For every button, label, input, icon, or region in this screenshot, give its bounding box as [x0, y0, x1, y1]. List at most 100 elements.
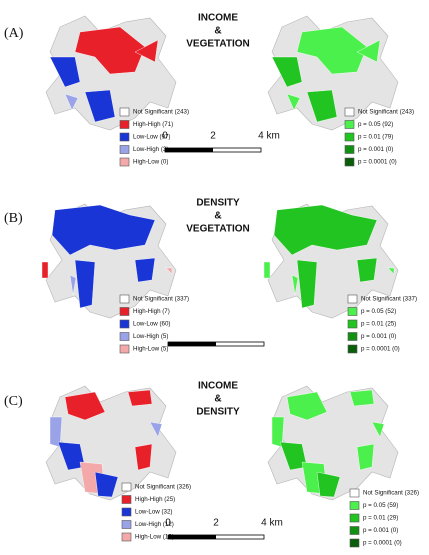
panel-title: DENSITY — [196, 198, 240, 209]
scale-label: 0 — [162, 131, 168, 142]
significance-map — [267, 385, 399, 501]
map-region — [356, 443, 375, 471]
map-region — [271, 56, 303, 88]
legend-label: p = 0.01 (29) — [363, 515, 398, 522]
legend-swatch — [119, 145, 130, 154]
panel-title: & — [214, 211, 221, 222]
legend-label: Low-Low (32) — [135, 509, 173, 516]
map-region — [134, 257, 156, 283]
legend-label: p = 0.0001 (0) — [361, 346, 400, 353]
panel-title: DENSITY — [196, 407, 240, 418]
legend-label: p = 0.001 (0) — [361, 333, 396, 340]
panel-title: & — [214, 394, 221, 405]
legend-label: High-High (7) — [133, 308, 170, 315]
panel-title: & — [214, 26, 221, 37]
map-region — [286, 93, 301, 111]
legend-label: p = 0.05 (52) — [361, 308, 396, 315]
panel-label: (A) — [4, 26, 24, 41]
legend-label: p = 0.05 (92) — [358, 121, 393, 128]
map-region — [94, 471, 119, 498]
scale-label: 0 — [165, 518, 171, 529]
panel-title: INCOME — [198, 13, 238, 24]
map-region — [316, 471, 341, 498]
map-region — [51, 204, 156, 256]
map-region — [273, 204, 378, 256]
legend-label: p = 0.001 (0) — [358, 146, 393, 153]
legend-label: Not Significant (326) — [135, 484, 191, 491]
map-region — [296, 259, 318, 309]
legend-swatch — [347, 319, 358, 329]
scale-label: 2 — [210, 131, 216, 142]
legend-label: High-Low (0) — [133, 159, 168, 166]
legend-swatch — [121, 532, 132, 542]
map-region — [134, 39, 159, 63]
legend-label: Not Significant (337) — [361, 296, 417, 303]
legend-label: p = 0.0001 (0) — [358, 159, 397, 166]
scale-label: 4 km — [261, 518, 283, 529]
map-region — [149, 421, 163, 438]
legend-label: Low-Low (60) — [133, 321, 171, 328]
cluster-map — [45, 15, 177, 131]
legend-swatch — [121, 482, 132, 492]
legend-swatch — [119, 307, 130, 316]
map-region — [64, 391, 106, 421]
legend-label: p = 0.01 (25) — [361, 321, 396, 328]
legend-swatch — [121, 495, 132, 504]
legend-label: Low-High (3) — [133, 146, 168, 153]
map-region — [127, 389, 153, 407]
legend-label: Not Significant (337) — [133, 296, 189, 303]
legend-swatch — [121, 507, 132, 517]
legend-swatch — [119, 120, 130, 129]
map-region — [286, 391, 328, 421]
legend-swatch — [119, 157, 130, 167]
legend-label: p = 0.05 (59) — [363, 502, 398, 509]
legend-label: p = 0.001 (0) — [363, 527, 398, 534]
map-region — [134, 443, 153, 471]
legend-swatch — [344, 157, 355, 167]
legend-swatch — [344, 107, 355, 117]
scale-label: 2 — [213, 518, 219, 529]
cluster-map — [45, 385, 177, 501]
legend-swatch — [349, 526, 360, 535]
significance-map — [263, 203, 399, 319]
map-region — [64, 93, 79, 111]
map-region — [165, 267, 173, 275]
legend-swatch — [347, 294, 358, 304]
legend-swatch — [347, 332, 358, 341]
legend-swatch — [121, 520, 132, 529]
map-region — [296, 26, 368, 75]
legend-swatch — [349, 538, 360, 548]
legend-label: High-Low (19) — [135, 534, 174, 541]
legend-swatch — [119, 344, 130, 354]
map-region — [356, 39, 381, 63]
map-region — [74, 259, 96, 309]
map-region — [356, 257, 378, 283]
legend-label: Not Significant (326) — [363, 490, 419, 497]
cluster-map — [41, 203, 177, 319]
legend-swatch — [119, 294, 130, 304]
map-region — [49, 56, 81, 88]
map-region — [84, 89, 116, 123]
panel-title: VEGETATION — [186, 39, 250, 50]
legend-label: p = 0.01 (79) — [358, 134, 393, 141]
legend-swatch — [119, 332, 130, 341]
legend-swatch — [119, 132, 130, 142]
significance-map — [267, 15, 399, 131]
map-region — [291, 274, 299, 296]
legend-swatch — [347, 344, 358, 354]
panel-title: VEGETATION — [186, 224, 250, 235]
panel-label: (B) — [4, 211, 23, 226]
panel-label: (C) — [4, 394, 23, 409]
map-region — [371, 421, 385, 438]
map-region — [349, 389, 375, 407]
legend-label: Low-High (5) — [133, 333, 168, 340]
panel-title: INCOME — [198, 381, 238, 392]
scale-bar-fill — [168, 535, 216, 539]
map-region — [74, 26, 146, 75]
map-region — [69, 274, 77, 296]
legend-label: Low-Low (97) — [133, 134, 171, 141]
legend-label: High-High (71) — [133, 121, 173, 128]
map-region — [387, 267, 395, 275]
scale-label: 4 km — [258, 131, 280, 142]
scale-bar-fill — [168, 342, 216, 346]
